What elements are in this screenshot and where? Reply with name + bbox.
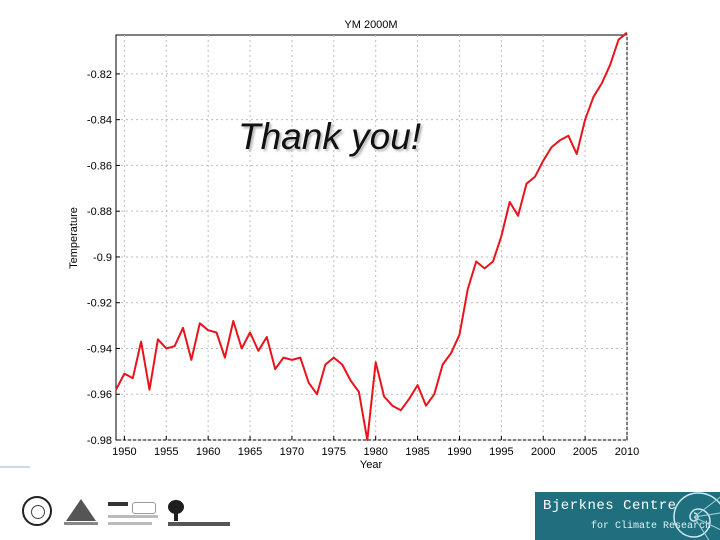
swirl-icon [673,492,720,540]
x-tick-label: 1975 [322,446,346,458]
university-seal-icon [22,496,52,526]
temperature-chart: 1950 1955 1960 1965 1970 1975 1980 1985 1990 1995… [68,19,639,471]
nansen-center-logo [108,502,160,528]
chart-title: YM 2000M [344,19,397,31]
bjerknes-centre-logo: Bjerknes Centre for Climate Research [535,492,720,540]
x-tick-label: 1965 [238,446,262,458]
x-tick-label: 1955 [154,446,178,458]
thank-you-text: Thank you! [238,116,422,157]
y-tick-label: -0.86 [87,160,112,172]
plot-area [115,34,628,441]
y-tick-label: -0.84 [87,115,112,127]
x-tick-label: 1990 [447,446,471,458]
x-tick-label: 1960 [196,446,220,458]
x-tick-label: 2005 [573,446,597,458]
x-axis-label: Year [360,459,383,471]
y-tick-label: -0.88 [87,206,112,218]
footer-divider [0,466,30,468]
y-axis-ticks: -0.98 -0.96 -0.94 -0.92 -0.9 -0.88 -0.86 -0.84 -… [87,69,120,447]
x-tick-label: 2000 [531,446,555,458]
y-axis-label: Temperature [68,207,80,269]
x-tick-label: 1950 [112,446,136,458]
bjerknes-subtitle: for Climate Research [591,521,712,532]
y-tick-label: -0.9 [93,252,112,264]
y-tick-label: -0.98 [87,435,112,447]
y-tick-label: -0.94 [87,343,112,355]
grid-lines [116,35,628,441]
temperature-series-line [115,31,628,441]
x-tick-label: 1985 [405,446,429,458]
institute-logo-base [64,522,98,525]
uni-research-logo [168,500,234,528]
x-axis-ticks: 1950 1955 1960 1965 1970 1975 1980 1985 1990 1995… [112,436,639,458]
x-tick-label: 1970 [280,446,304,458]
bjerknes-title: Bjerknes Centre [543,498,677,514]
x-tick-label: 1995 [489,446,513,458]
y-tick-label: -0.82 [87,69,112,81]
x-tick-label: 2010 [615,446,639,458]
institute-logo-icon [66,499,96,521]
y-tick-label: -0.92 [87,298,112,310]
y-tick-label: -0.96 [87,389,112,401]
x-tick-label: 1980 [363,446,387,458]
